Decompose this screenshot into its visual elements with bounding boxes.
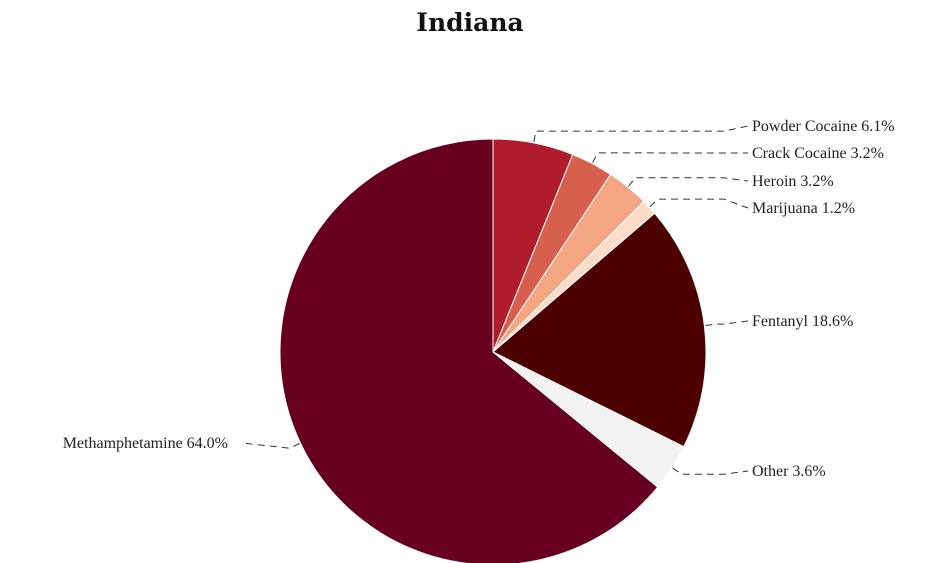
- leader-line-fentanyl: [705, 320, 749, 326]
- leader-line-marijuana: [649, 198, 749, 209]
- slice-label-fentanyl: Fentanyl 18.6%: [752, 313, 853, 330]
- slice-label-heroin: Heroin 3.2%: [752, 173, 834, 190]
- chart-title: Indiana: [416, 8, 524, 37]
- leader-line-crack-cocaine: [592, 152, 749, 163]
- pie-slice-methamphetamine: [279, 138, 659, 563]
- slice-label-powder-cocaine: Powder Cocaine 6.1%: [752, 118, 895, 135]
- slice-label-marijuana: Marijuana 1.2%: [752, 200, 855, 217]
- leader-line-other: [672, 467, 749, 475]
- leader-line-heroin: [628, 177, 749, 187]
- slice-label-methamphetamine: Methamphetamine 64.0%: [63, 435, 228, 452]
- slice-label-other: Other 3.6%: [752, 463, 826, 480]
- leaders-layer: [241, 125, 749, 475]
- slices-layer: [279, 138, 707, 563]
- pie-slice-fentanyl: [492, 212, 707, 448]
- slice-label-crack-cocaine: Crack Cocaine 3.2%: [752, 145, 884, 162]
- leader-line-methamphetamine: [241, 442, 300, 449]
- leader-line-powder-cocaine: [533, 125, 749, 142]
- labels-layer: Powder Cocaine 6.1% Crack Cocaine 3.2% Her…: [63, 118, 895, 480]
